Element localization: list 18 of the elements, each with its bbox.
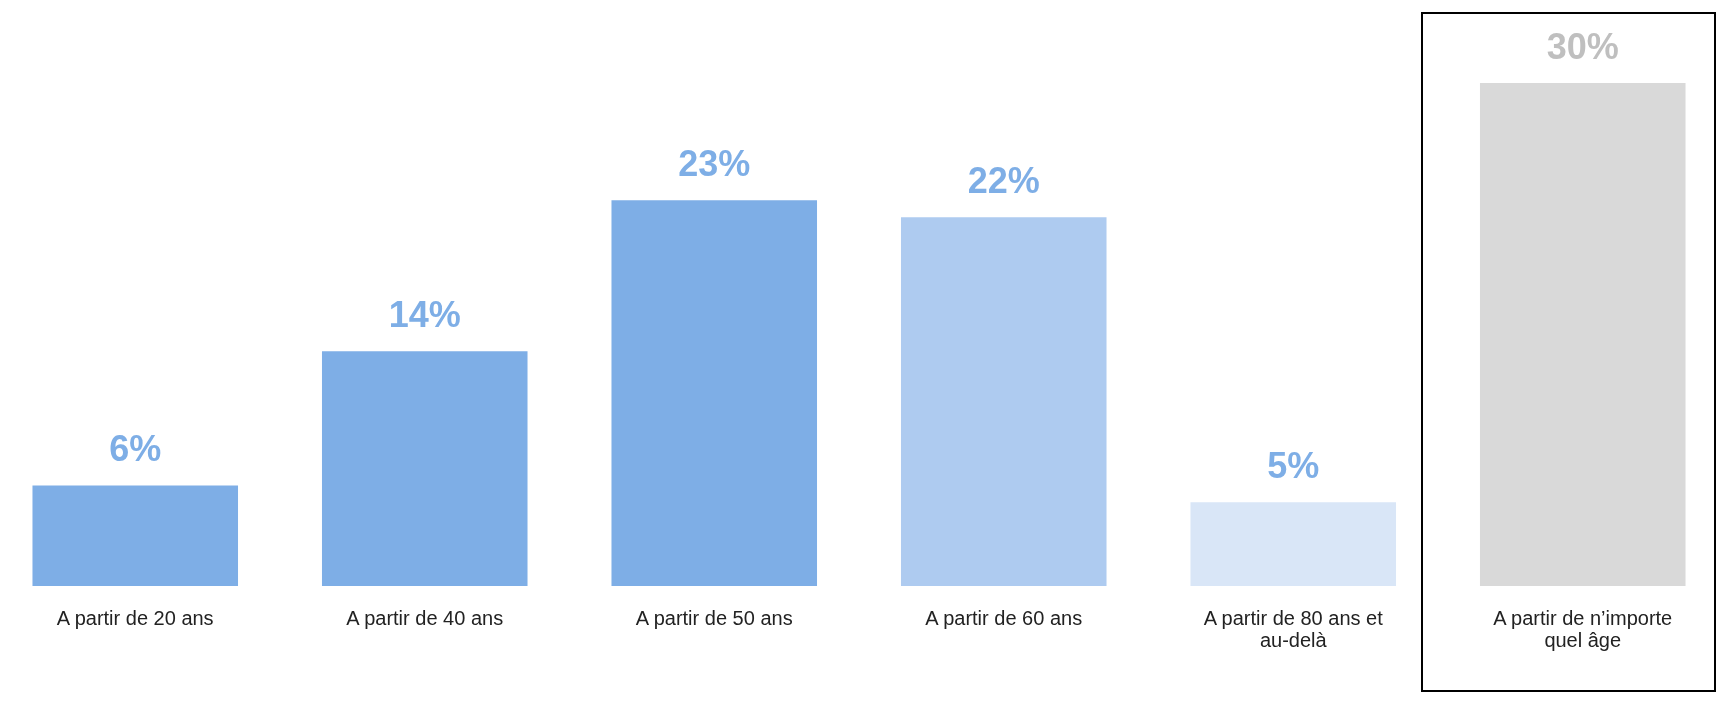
- x-tick-label: A partir de 40 ans: [346, 606, 504, 629]
- x-tick-label: A partir de 20 ans: [56, 606, 214, 629]
- data-label: 14%: [388, 294, 461, 336]
- data-label: 6%: [109, 428, 162, 470]
- bar: [32, 485, 239, 586]
- bar: [900, 217, 1107, 586]
- data-label: 5%: [1267, 445, 1320, 487]
- x-tick-label: A partir de n’importe quel âge: [1493, 606, 1673, 651]
- bar: [321, 351, 528, 586]
- data-label: 23%: [678, 143, 751, 185]
- bar: [1190, 502, 1397, 586]
- x-tick-label: A partir de 80 ans et au-delà: [1203, 606, 1384, 651]
- data-label: 22%: [967, 160, 1040, 202]
- bar: [1479, 83, 1686, 586]
- data-label: 30%: [1546, 26, 1619, 67]
- bar: [611, 200, 818, 586]
- x-tick-label: A partir de 60 ans: [925, 606, 1083, 629]
- x-tick-label: A partir de 50 ans: [635, 606, 793, 629]
